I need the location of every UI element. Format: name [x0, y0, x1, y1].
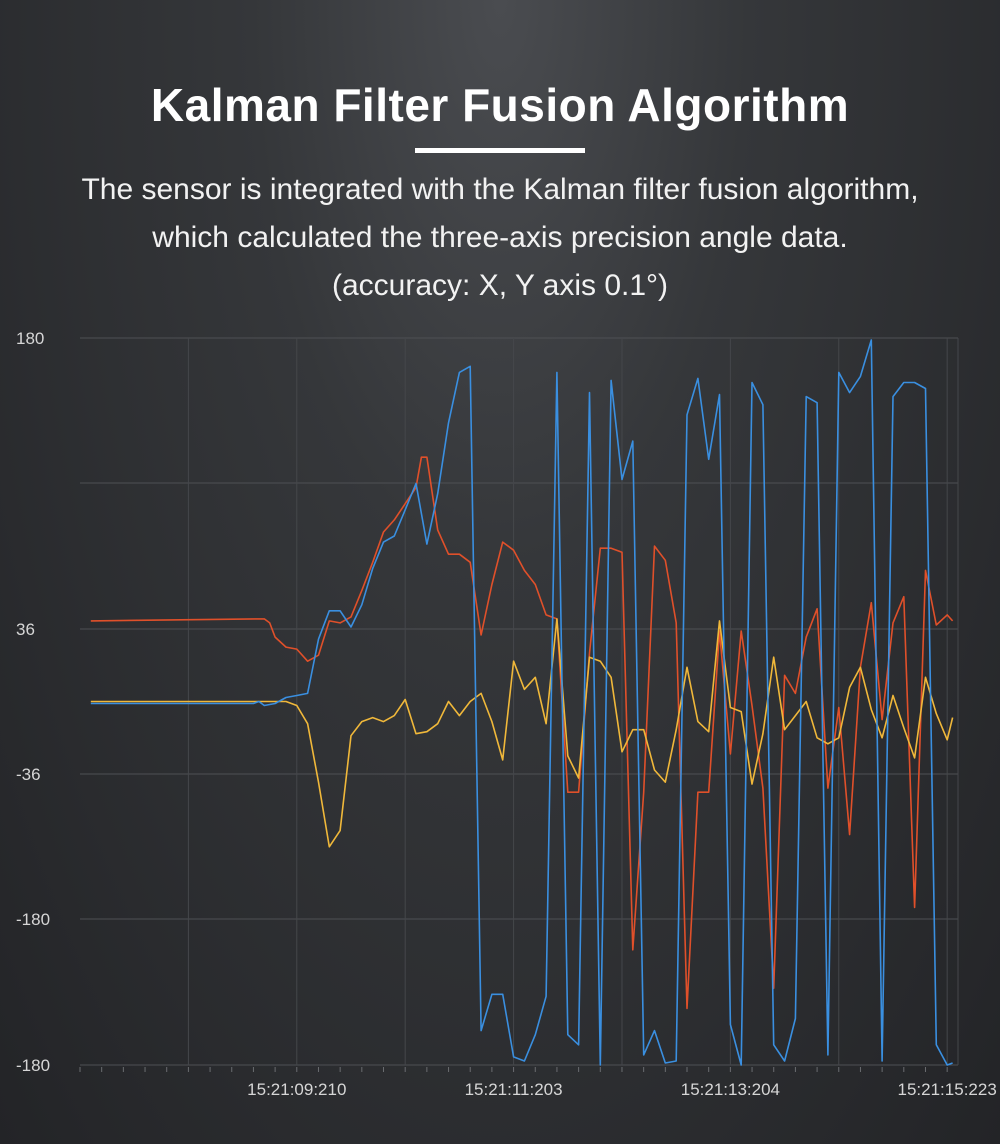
y-tick-label: 180: [16, 329, 44, 348]
y-tick-label: 36: [16, 620, 35, 639]
x-tick-label: 15:21:15:223: [898, 1080, 997, 1099]
description-line-3: (accuracy: X, Y axis 0.1°): [331, 269, 669, 302]
series-line-x-axis-angle: [90, 456, 954, 1010]
y-tick-label: -180: [16, 1056, 50, 1075]
x-tick-label: 15:21:09:210: [247, 1080, 346, 1099]
description: The sensor is integrated with the Kalman…: [0, 166, 1000, 310]
description-line-2: which calculated the three-axis precisio…: [152, 221, 848, 254]
series-line-z-axis-angle: [90, 339, 953, 1066]
description-line-1: The sensor is integrated with the Kalman…: [81, 173, 919, 206]
x-tick-label: 15:21:11:203: [465, 1080, 563, 1099]
series-line-y-axis-angle: [90, 618, 954, 848]
y-tick-label: -180: [16, 910, 50, 929]
title-underline: [415, 148, 585, 153]
page-title: Kalman Filter Fusion Algorithm: [150, 79, 850, 131]
x-tick-label: 15:21:13:204: [681, 1080, 780, 1099]
y-tick-label: -36: [16, 765, 41, 784]
